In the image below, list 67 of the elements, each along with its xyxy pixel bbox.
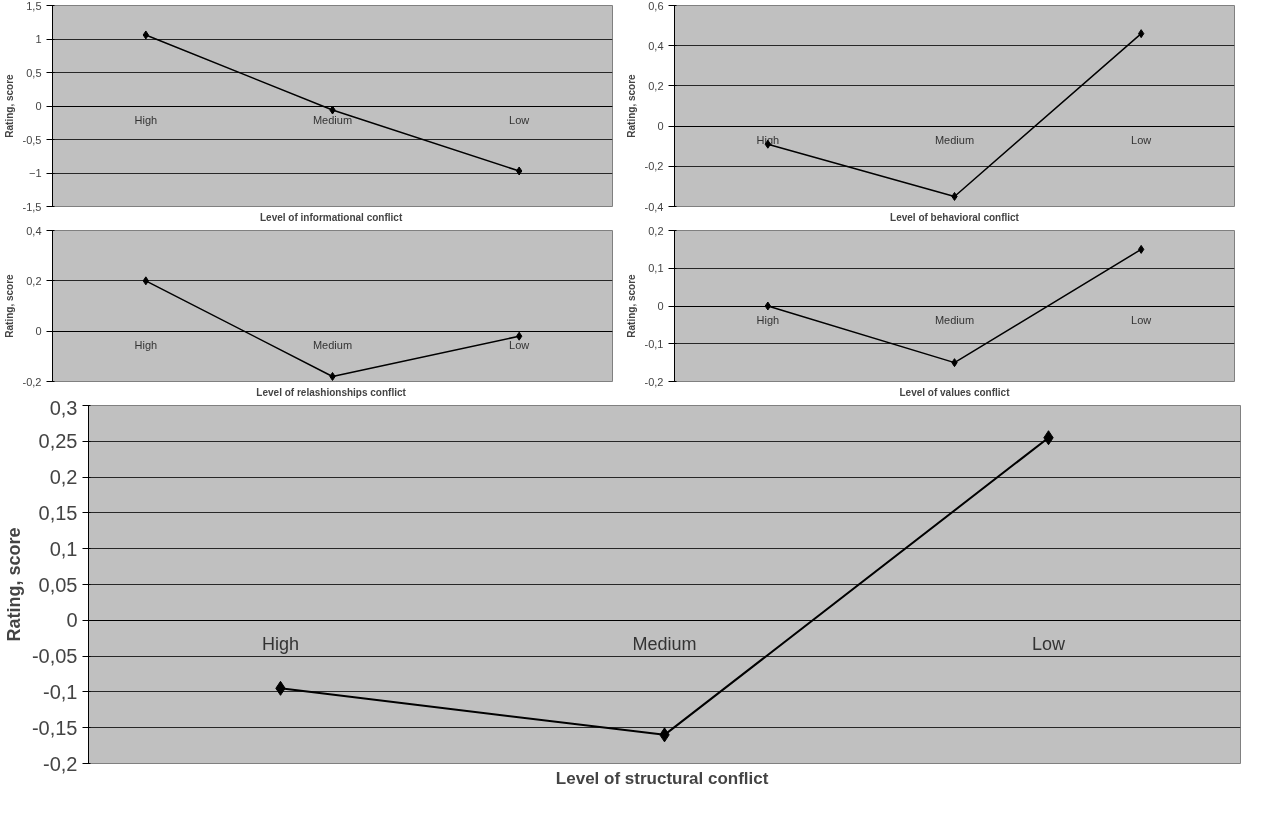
- x-axis-title: Level of behavioral conflict: [890, 211, 1020, 223]
- y-tick-label: 0,2: [648, 79, 664, 92]
- y-tick-label: -0,4: [644, 200, 664, 213]
- x-tick-label: High: [134, 339, 158, 352]
- y-tick-label: -0,2: [22, 375, 42, 388]
- y-tick-label: -0,2: [644, 160, 664, 173]
- y-tick-label: -0,15: [31, 716, 78, 739]
- y-tick-label: 0,6: [648, 0, 664, 12]
- point: [951, 358, 958, 368]
- y-tick-label: 0: [657, 300, 664, 312]
- x-tick-label: Low: [509, 114, 530, 126]
- x-axis-title: Level of values conflict: [899, 386, 1011, 398]
- y-tick-label: 1: [35, 33, 42, 45]
- x-tick-label: High: [134, 114, 158, 126]
- point: [516, 166, 523, 176]
- y-tick-label: 0,1: [49, 537, 78, 560]
- x-tick-label: High: [756, 314, 780, 326]
- point: [1138, 29, 1145, 39]
- y-tick-label: 0,4: [26, 224, 42, 237]
- y-tick-label: 0,25: [38, 430, 78, 453]
- y-tick-label: -0,1: [644, 337, 664, 350]
- x-tick-label: Low: [1131, 314, 1152, 326]
- y-tick-label: 0,4: [648, 39, 664, 52]
- y-tick-label: 0,5: [26, 66, 42, 79]
- point: [142, 30, 149, 40]
- x-tick-label: Low: [1031, 634, 1067, 655]
- y-tick-label: -0,1: [43, 680, 78, 703]
- point: [142, 276, 149, 286]
- y-axis-title: Rating, score: [625, 73, 637, 138]
- y-tick-label: 0: [35, 100, 42, 112]
- y-tick-label: -0,2: [644, 375, 664, 388]
- y-tick-label: 0: [35, 325, 42, 338]
- y-axis-title: Rating, score: [3, 73, 15, 138]
- y-axis-title: Rating, score: [3, 527, 24, 642]
- x-tick-label: High: [261, 634, 300, 655]
- y-tick-label: -0,2: [43, 752, 78, 775]
- x-axis-title: Level of informational conflict: [259, 211, 403, 223]
- point: [1138, 244, 1145, 254]
- y-tick-label: 0: [657, 120, 664, 133]
- x-axis-title: Level of structural conflict: [555, 768, 769, 788]
- y-tick-label: 0,15: [38, 501, 78, 524]
- y-tick-label: −1: [28, 167, 42, 179]
- y-tick-label: 0,1: [648, 262, 664, 275]
- point: [329, 371, 336, 381]
- x-tick-label: Medium: [934, 314, 975, 326]
- y-tick-label: 0,05: [38, 573, 78, 596]
- x-tick-label: Medium: [632, 634, 697, 655]
- y-tick-label: -0,5: [22, 133, 42, 146]
- x-tick-label: Medium: [312, 339, 353, 352]
- x-axis-title: Level of relashionships conflict: [256, 386, 407, 398]
- y-tick-label: 0,2: [26, 274, 42, 287]
- y-tick-label: -0,05: [31, 645, 78, 668]
- x-tick-label: Low: [1131, 134, 1152, 147]
- y-tick-label: 0,3: [49, 396, 78, 419]
- point: [516, 331, 523, 341]
- x-tick-label: Medium: [934, 134, 975, 147]
- y-tick-label: -1,5: [22, 200, 42, 213]
- point: [764, 301, 771, 311]
- y-tick-label: 0,2: [49, 466, 78, 489]
- y-tick-label: 0: [66, 609, 78, 632]
- y-tick-label: 0,2: [648, 224, 664, 237]
- point: [951, 191, 958, 201]
- x-tick-label: Medium: [312, 114, 353, 126]
- y-axis-title: Rating, score: [3, 273, 15, 338]
- y-tick-label: 1,5: [26, 0, 42, 12]
- y-axis-title: Rating, score: [625, 273, 637, 338]
- x-tick-label: Low: [509, 339, 530, 352]
